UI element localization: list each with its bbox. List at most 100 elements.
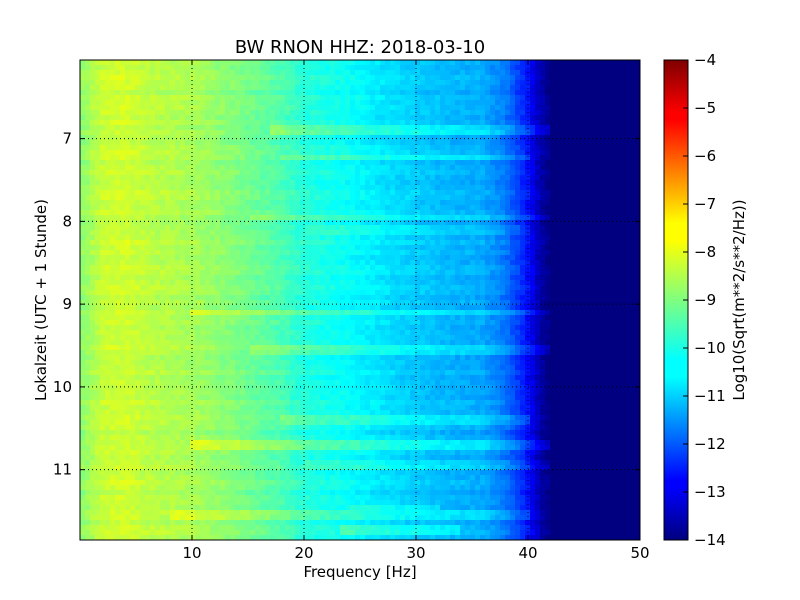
heatmap-cell bbox=[580, 225, 586, 231]
heatmap-cell bbox=[425, 135, 431, 141]
heatmap-cell bbox=[605, 215, 611, 221]
heatmap-cell bbox=[545, 205, 551, 211]
heatmap-cell bbox=[220, 165, 226, 171]
heatmap-cell bbox=[465, 155, 471, 161]
heatmap-cell bbox=[475, 195, 481, 201]
heatmap-cell bbox=[595, 155, 601, 161]
heatmap-cell bbox=[565, 165, 571, 171]
heatmap-cell bbox=[535, 185, 541, 191]
heatmap-cell bbox=[225, 265, 231, 271]
heatmap-cell bbox=[420, 265, 426, 271]
heatmap-cell bbox=[630, 200, 636, 206]
heatmap-cell bbox=[95, 130, 101, 136]
heatmap-cell bbox=[330, 140, 336, 146]
heatmap-cell bbox=[555, 220, 561, 226]
heatmap-cell bbox=[185, 105, 191, 111]
heatmap-cell bbox=[555, 95, 561, 101]
heatmap-cell bbox=[490, 250, 496, 256]
heatmap-cell bbox=[535, 115, 541, 121]
heatmap-cell bbox=[615, 75, 621, 81]
heatmap-cell bbox=[540, 210, 546, 216]
heatmap-cell bbox=[610, 100, 616, 106]
heatmap-cell bbox=[585, 275, 591, 281]
heatmap-cell bbox=[100, 210, 106, 216]
heatmap-cell bbox=[235, 100, 241, 106]
heatmap-cell bbox=[325, 165, 331, 171]
heatmap-cell bbox=[300, 270, 306, 276]
heatmap-cell bbox=[330, 250, 336, 256]
heatmap-cell bbox=[105, 125, 111, 131]
heatmap-cell bbox=[550, 70, 556, 76]
heatmap-cell bbox=[530, 235, 536, 241]
heatmap-cell bbox=[80, 75, 86, 81]
heatmap-cell bbox=[145, 200, 151, 206]
heatmap-cell bbox=[85, 155, 91, 161]
heatmap-cell bbox=[610, 270, 616, 276]
heatmap-cell bbox=[200, 280, 206, 286]
heatmap-cell bbox=[225, 260, 231, 266]
heatmap-cell bbox=[370, 255, 376, 261]
heatmap-cell bbox=[605, 70, 611, 76]
heatmap-cell bbox=[620, 215, 626, 221]
heatmap-cell bbox=[580, 135, 586, 141]
heatmap-cell bbox=[500, 190, 506, 196]
heatmap-cell bbox=[460, 110, 466, 116]
heatmap-cell bbox=[575, 175, 581, 181]
heatmap-cell bbox=[635, 215, 640, 221]
heatmap-cell bbox=[110, 80, 116, 86]
heatmap-cell bbox=[220, 195, 226, 201]
heatmap-cell bbox=[385, 275, 391, 281]
heatmap-cell bbox=[410, 145, 416, 151]
heatmap-cell bbox=[105, 135, 111, 141]
heatmap-cell bbox=[130, 170, 136, 176]
heatmap-cell bbox=[255, 270, 261, 276]
heatmap-cell bbox=[580, 260, 586, 266]
heatmap-cell bbox=[605, 130, 611, 136]
heatmap-cell bbox=[190, 130, 196, 136]
heatmap-cell bbox=[85, 115, 91, 121]
heatmap-cell bbox=[440, 95, 446, 101]
heatmap-cell bbox=[200, 210, 206, 216]
heatmap-cell bbox=[240, 185, 246, 191]
heatmap-cell bbox=[280, 175, 286, 181]
heatmap-cell bbox=[615, 105, 621, 111]
heatmap-cell bbox=[390, 200, 396, 206]
heatmap-cell bbox=[145, 105, 151, 111]
heatmap-cell bbox=[155, 220, 161, 226]
heatmap-cell bbox=[320, 95, 326, 101]
heatmap-cell bbox=[475, 70, 481, 76]
heatmap-cell bbox=[215, 255, 221, 261]
heatmap-cell bbox=[395, 120, 401, 126]
heatmap-cell bbox=[495, 75, 501, 81]
heatmap-cell bbox=[520, 265, 526, 271]
heatmap-cell bbox=[245, 210, 251, 216]
heatmap-cell bbox=[345, 135, 351, 141]
heatmap-cell bbox=[485, 250, 491, 256]
heatmap-cell bbox=[180, 155, 186, 161]
heatmap-cell bbox=[330, 70, 336, 76]
heatmap-cell bbox=[445, 190, 451, 196]
heatmap-cell bbox=[445, 195, 451, 201]
heatmap-cell bbox=[85, 100, 91, 106]
heatmap-cell bbox=[590, 260, 596, 266]
heatmap-cell bbox=[315, 110, 321, 116]
heatmap-cell bbox=[250, 105, 256, 111]
heatmap-cell bbox=[175, 125, 181, 131]
heatmap-cell bbox=[345, 215, 351, 221]
heatmap-cell bbox=[320, 110, 326, 116]
heatmap-cell bbox=[165, 155, 171, 161]
heatmap-cell bbox=[255, 185, 261, 191]
heatmap-cell bbox=[235, 140, 241, 146]
heatmap-cell bbox=[490, 255, 496, 261]
heatmap-cell bbox=[410, 125, 416, 131]
heatmap-cell bbox=[570, 220, 576, 226]
heatmap-cell bbox=[290, 250, 296, 256]
heatmap-cell bbox=[175, 230, 181, 236]
heatmap-cell bbox=[540, 185, 546, 191]
heatmap-cell bbox=[135, 190, 141, 196]
heatmap-cell bbox=[475, 175, 481, 181]
heatmap-cell bbox=[410, 195, 416, 201]
heatmap-cell bbox=[460, 150, 466, 156]
heatmap-cell bbox=[420, 75, 426, 81]
heatmap-cell bbox=[200, 120, 206, 126]
